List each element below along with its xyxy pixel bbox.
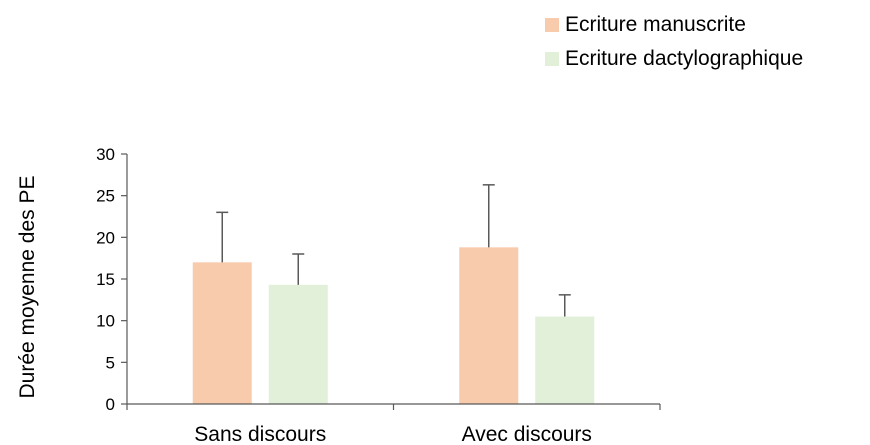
legend-swatch-manuscrite [545, 18, 559, 32]
legend-label-dactylographique: Ecriture dactylographique [565, 47, 804, 70]
y-tick-label-30: 30 [96, 145, 115, 164]
bar-manuscrite-1 [459, 247, 519, 404]
legend-label-manuscrite: Ecriture manuscrite [565, 13, 746, 36]
x-tick-label-1: Avec discours [462, 423, 592, 445]
legend-item-dactylographique: Ecriture dactylographique [545, 47, 804, 70]
y-axis-label: Durée moyenne des PE [16, 176, 39, 399]
legend-swatch-dactylographique [545, 52, 559, 66]
x-tick-label-0: Sans discours [194, 423, 326, 445]
y-tick-label-0: 0 [106, 395, 115, 414]
y-tick-label-15: 15 [96, 270, 115, 289]
bar-manuscrite-0 [192, 262, 252, 404]
y-tick-label-10: 10 [96, 312, 115, 331]
y-tick-label-25: 25 [96, 187, 115, 206]
y-tick-label-20: 20 [96, 228, 115, 247]
legend-item-manuscrite: Ecriture manuscrite [545, 13, 803, 36]
bar-dactylographique-0 [268, 284, 328, 404]
legend: Ecriture manuscrite Ecriture dactylograp… [545, 13, 804, 82]
y-tick-label-5: 5 [106, 353, 115, 372]
bar-dactylographique-1 [535, 316, 595, 404]
